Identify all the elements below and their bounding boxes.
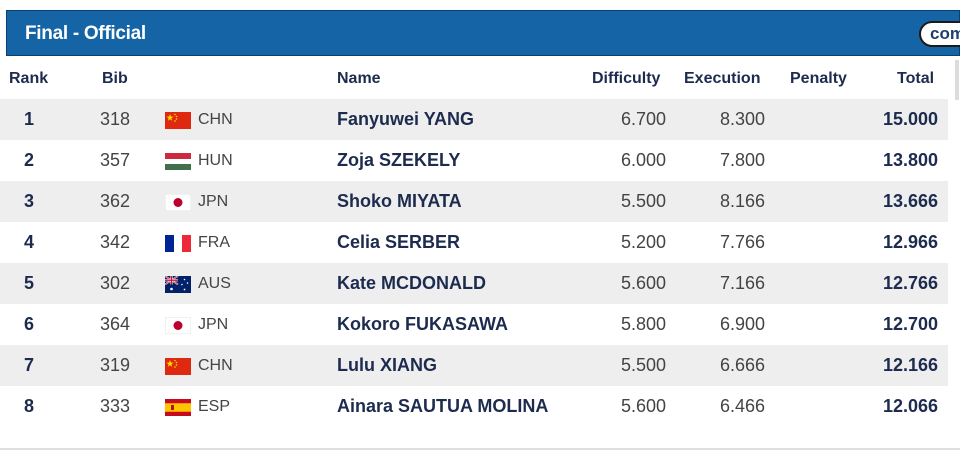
athlete-name-link[interactable]: Kate MCDONALD <box>337 273 487 293</box>
athlete-name-link[interactable]: Kokoro FUKASAWA <box>337 314 508 334</box>
noc-cell: CHN <box>198 357 233 374</box>
spain-flag-icon <box>165 399 191 416</box>
difficulty-cell: 5.800 <box>620 314 666 334</box>
difficulty-cell: 5.500 <box>620 355 666 375</box>
total-cell: 12.766 <box>882 273 938 293</box>
noc-cell: JPN <box>198 193 229 210</box>
bib-cell: 364 <box>100 314 131 334</box>
top-strip <box>0 0 960 8</box>
execution-cell: 6.900 <box>719 314 765 334</box>
difficulty-cell: 6.000 <box>620 150 666 170</box>
difficulty-cell: 5.200 <box>620 232 666 252</box>
col-rank[interactable]: Rank <box>9 70 49 87</box>
japan-flag-icon <box>165 317 191 334</box>
col-name[interactable]: Name <box>337 70 381 87</box>
results-table-body: 1 318 CHN Fanyuwei YANG 6.700 8.300 15.0… <box>0 99 960 427</box>
table-row[interactable]: 3 362 JPN Shoko MIYATA 5.500 8.166 13.66… <box>0 181 948 222</box>
rank-cell: 1 <box>24 109 35 129</box>
noc-cell: ESP <box>198 398 231 415</box>
france-flag-icon <box>165 235 191 252</box>
table-row[interactable]: 6 364 JPN Kokoro FUKASAWA 5.800 6.900 12… <box>0 304 948 345</box>
athlete-name-link[interactable]: Shoko MIYATA <box>337 191 462 211</box>
rank-cell: 7 <box>24 355 35 375</box>
athlete-name-link[interactable]: Ainara SAUTUA MOLINA <box>337 396 549 416</box>
rank-cell: 6 <box>24 314 35 334</box>
australia-flag-icon <box>165 276 191 293</box>
difficulty-cell: 6.700 <box>620 109 666 129</box>
bib-cell: 318 <box>100 109 131 129</box>
table-row[interactable]: 4 342 FRA Celia SERBER 5.200 7.766 12.96… <box>0 222 948 263</box>
col-penalty[interactable]: Penalty <box>790 70 847 87</box>
table-header: Rank Bib Name Difficulty Execution Penal… <box>0 60 960 98</box>
rank-cell: 4 <box>24 232 35 252</box>
results-header-bar: Final - Official com <box>6 10 960 56</box>
total-cell: 13.666 <box>882 191 938 211</box>
athlete-name-link[interactable]: Celia SERBER <box>337 232 461 252</box>
table-row[interactable]: 2 357 HUN Zoja SZEKELY 6.000 7.800 13.80… <box>0 140 948 181</box>
rank-cell: 3 <box>24 191 35 211</box>
athlete-name-link[interactable]: Fanyuwei YANG <box>337 109 475 129</box>
col-difficulty[interactable]: Difficulty <box>592 70 661 87</box>
bib-cell: 333 <box>100 396 131 416</box>
execution-cell: 8.300 <box>719 109 765 129</box>
results-title: Final - Official <box>25 23 146 44</box>
noc-cell: CHN <box>198 111 233 128</box>
col-bib[interactable]: Bib <box>102 70 128 87</box>
noc-cell: JPN <box>198 316 229 333</box>
bib-cell: 319 <box>100 355 131 375</box>
table-row[interactable]: 8 333 ESP Ainara SAUTUA MOLINA 5.600 6.4… <box>0 386 948 427</box>
china-flag-icon <box>165 112 191 129</box>
bib-cell: 342 <box>100 232 131 252</box>
rank-cell: 5 <box>24 273 35 293</box>
difficulty-cell: 5.600 <box>620 396 666 416</box>
table-row[interactable]: 1 318 CHN Fanyuwei YANG 6.700 8.300 15.0… <box>0 99 948 140</box>
total-cell: 12.166 <box>882 355 938 375</box>
total-cell: 13.800 <box>882 150 938 170</box>
china-flag-icon <box>165 358 191 375</box>
execution-cell: 8.166 <box>719 191 765 211</box>
col-execution[interactable]: Execution <box>684 70 761 87</box>
execution-cell: 7.166 <box>719 273 765 293</box>
execution-cell: 6.666 <box>719 355 765 375</box>
japan-flag-icon <box>165 194 191 211</box>
noc-cell: AUS <box>198 275 231 292</box>
difficulty-cell: 5.500 <box>620 191 666 211</box>
difficulty-cell: 5.600 <box>620 273 666 293</box>
bib-cell: 302 <box>100 273 131 293</box>
total-cell: 12.966 <box>882 232 938 252</box>
total-cell: 15.000 <box>882 109 938 129</box>
athlete-name-link[interactable]: Lulu XIANG <box>337 355 437 375</box>
rank-cell: 8 <box>24 396 35 416</box>
rank-cell: 2 <box>24 150 35 170</box>
noc-cell: FRA <box>198 234 230 251</box>
bib-cell: 362 <box>100 191 131 211</box>
athlete-name-link[interactable]: Zoja SZEKELY <box>337 150 461 170</box>
total-cell: 12.066 <box>882 396 938 416</box>
execution-cell: 7.800 <box>719 150 765 170</box>
noc-cell: HUN <box>198 152 233 169</box>
execution-cell: 7.766 <box>719 232 765 252</box>
total-cell: 12.700 <box>882 314 938 334</box>
table-row[interactable]: 7 319 CHN Lulu XIANG 5.500 6.666 12.166 <box>0 345 948 386</box>
competition-link-button[interactable]: com <box>919 21 960 47</box>
scroll-edge <box>955 60 959 100</box>
execution-cell: 6.466 <box>719 396 765 416</box>
col-total[interactable]: Total <box>897 70 935 87</box>
table-row[interactable]: 5 302 AUS Kate MCDONALD 5.600 7.166 12.7… <box>0 263 948 304</box>
table-bottom-divider <box>0 448 960 450</box>
bib-cell: 357 <box>100 150 131 170</box>
hungary-flag-icon <box>165 153 191 170</box>
